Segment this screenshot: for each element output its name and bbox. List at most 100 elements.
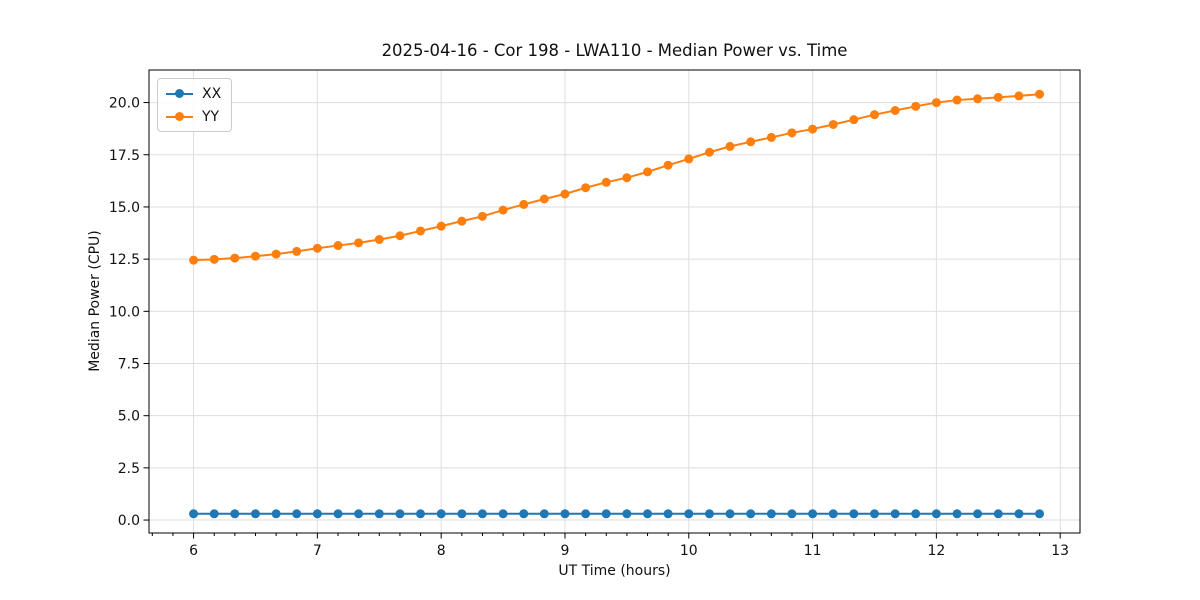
series-xx-point (498, 509, 508, 519)
y-tick-label: 5.0 (118, 409, 140, 425)
series-yy-point (952, 95, 962, 105)
series-xx-point (911, 509, 921, 519)
series-yy-point (230, 253, 240, 263)
x-tick-label: 13 (1051, 543, 1069, 559)
series-yy-point (911, 101, 921, 111)
xx-marker-dot-icon (175, 89, 184, 98)
series-xx-point (952, 509, 962, 519)
y-tick-label: 10.0 (109, 304, 140, 320)
series-xx-point (312, 509, 322, 519)
yy-marker-dot-icon (175, 112, 184, 121)
legend-label-xx: XX (202, 85, 222, 102)
series-xx-point (849, 509, 859, 519)
y-tick-label: 15.0 (109, 200, 140, 216)
series-xx-point (601, 509, 611, 519)
series-xx-point (1035, 509, 1045, 519)
series-xx-point (436, 509, 446, 519)
series-xx-point (890, 509, 900, 519)
x-tick-label: 12 (927, 543, 945, 559)
legend-entry-yy: YY (166, 107, 221, 126)
x-tick-label: 11 (804, 543, 822, 559)
x-axis-label: UT Time (hours) (558, 563, 671, 579)
legend-entry-xx: XX (166, 84, 221, 103)
series-yy-point (271, 249, 281, 259)
series-xx-point (250, 509, 260, 519)
series-yy-point (766, 132, 776, 142)
series-xx-point (539, 509, 549, 519)
series-xx-point (931, 509, 941, 519)
x-tick-label: 9 (561, 543, 570, 559)
series-xx-point (333, 509, 343, 519)
series-xx-point (643, 509, 653, 519)
series-yy-point (1035, 89, 1045, 99)
series-yy-point (581, 183, 591, 193)
series-xx-point (746, 509, 756, 519)
series-yy-point (477, 211, 487, 221)
series-yy-point (189, 255, 199, 265)
series-yy-line (193, 93, 1040, 262)
series-yy-point (354, 238, 364, 248)
series-yy-point (457, 216, 467, 226)
series-yy-point (828, 119, 838, 129)
series-xx-point (477, 509, 487, 519)
series-yy-point (993, 92, 1003, 102)
series-xx-point (457, 509, 467, 519)
series-xx-point (704, 509, 714, 519)
series-yy-point (725, 141, 735, 151)
y-tick-label: 17.5 (109, 148, 140, 164)
x-tick-label: 7 (313, 543, 322, 559)
series-yy-point (684, 154, 694, 164)
series-xx-point (787, 509, 797, 519)
series-yy-point (416, 226, 426, 236)
series-yy-point (250, 251, 260, 261)
series-xx-point (374, 509, 384, 519)
y-tick-label: 7.5 (118, 356, 140, 372)
series-xx-point (725, 509, 735, 519)
series-xx-point (663, 509, 673, 519)
series-xx-point (230, 509, 240, 519)
series-yy-point (849, 115, 859, 125)
series-yy-point (787, 128, 797, 138)
plot-frame (148, 69, 1081, 534)
legend-label-yy: YY (202, 108, 220, 125)
series-yy-point (374, 235, 384, 245)
series-xx-point (993, 509, 1003, 519)
series-yy-point (704, 147, 714, 157)
series-xx-point (416, 509, 426, 519)
x-tick-label: 10 (680, 543, 698, 559)
series-yy-point (560, 189, 570, 199)
series-yy-point (498, 205, 508, 215)
series-xx-point (684, 509, 694, 519)
y-tick-label: 20.0 (109, 96, 140, 112)
series-yy-point (746, 137, 756, 147)
series-yy-point (312, 243, 322, 253)
legend: XX YY (157, 78, 233, 132)
series-yy-point (663, 160, 673, 170)
xx-line-marker-icon (166, 89, 193, 99)
series-xx-point (973, 509, 983, 519)
series-yy-point (519, 199, 529, 209)
series-xx-point (622, 509, 632, 519)
series-yy-point (890, 105, 900, 115)
series-yy-point (333, 241, 343, 251)
y-tick-label: 2.5 (118, 461, 140, 477)
series-yy-point (643, 167, 653, 177)
series-xx-point (869, 509, 879, 519)
series-yy-point (539, 194, 549, 204)
series-yy-point (808, 124, 818, 134)
series-yy-point (622, 173, 632, 183)
series-xx-point (828, 509, 838, 519)
series-xx-point (1014, 509, 1024, 519)
series-xx-point (808, 509, 818, 519)
series-yy-point (973, 94, 983, 104)
x-tick-label: 6 (189, 543, 198, 559)
series-yy-point (292, 246, 302, 256)
series-xx-point (189, 509, 199, 519)
series-xx-point (354, 509, 364, 519)
chart-title: 2025-04-16 - Cor 198 - LWA110 - Median P… (381, 41, 848, 60)
x-tick-label: 8 (437, 543, 446, 559)
series-xx-point (271, 509, 281, 519)
series-yy-point (869, 110, 879, 120)
series-yy-point (601, 177, 611, 187)
